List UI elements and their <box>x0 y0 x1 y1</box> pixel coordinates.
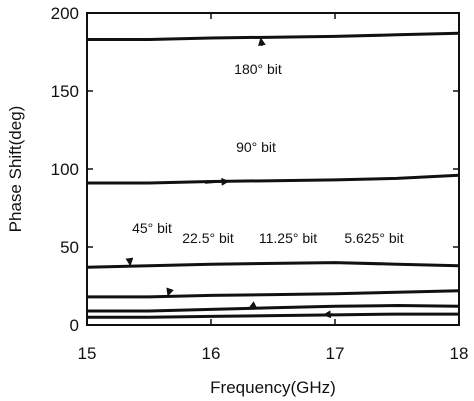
annotation-arrowhead <box>248 301 258 309</box>
annotation-arrowhead <box>258 37 266 46</box>
annotation-arrowhead <box>166 287 174 297</box>
series-line-1 <box>87 173 460 185</box>
y-tick-label: 100 <box>51 160 79 179</box>
series-group <box>86 31 460 319</box>
annotation-label: 90° bit <box>236 139 276 155</box>
annotation-arrowhead <box>221 177 230 186</box>
x-tick-label: 17 <box>326 344 345 363</box>
y-axis: 0 50 100 150 200 <box>51 4 459 335</box>
series-line-0 <box>87 31 460 41</box>
series-line-4 <box>87 304 460 313</box>
annotation-arrowhead <box>125 257 134 267</box>
annotation-arrowhead <box>322 310 332 319</box>
plot-frame <box>86 12 460 326</box>
y-tick-label: 150 <box>51 82 79 101</box>
y-tick-label: 0 <box>70 316 79 335</box>
annotation-label: 11.25° bit <box>259 230 317 246</box>
x-tick-label: 15 <box>78 344 97 363</box>
series-line-3 <box>87 289 460 299</box>
annotation-label: 22.5° bit <box>182 230 234 246</box>
x-tick-label: 16 <box>202 344 221 363</box>
annotation-label: 5.625° bit <box>344 230 403 246</box>
x-axis-label: Frequency(GHz) <box>210 378 336 397</box>
y-tick-label: 50 <box>60 238 79 257</box>
annotation-label: 45° bit <box>132 220 172 236</box>
annotations-group: 180° bit 90° bit 45° bit 22.5° bit 11.25° bi… <box>125 37 404 319</box>
y-tick-label: 200 <box>51 4 79 23</box>
series-line-2 <box>86 261 460 269</box>
y-axis-label: Phase Shift(deg) <box>6 106 25 233</box>
series-line-5 <box>87 312 459 319</box>
annotation-label: 180° bit <box>234 61 282 77</box>
x-axis: 15 16 17 18 <box>78 13 469 363</box>
x-tick-label: 18 <box>450 344 469 363</box>
